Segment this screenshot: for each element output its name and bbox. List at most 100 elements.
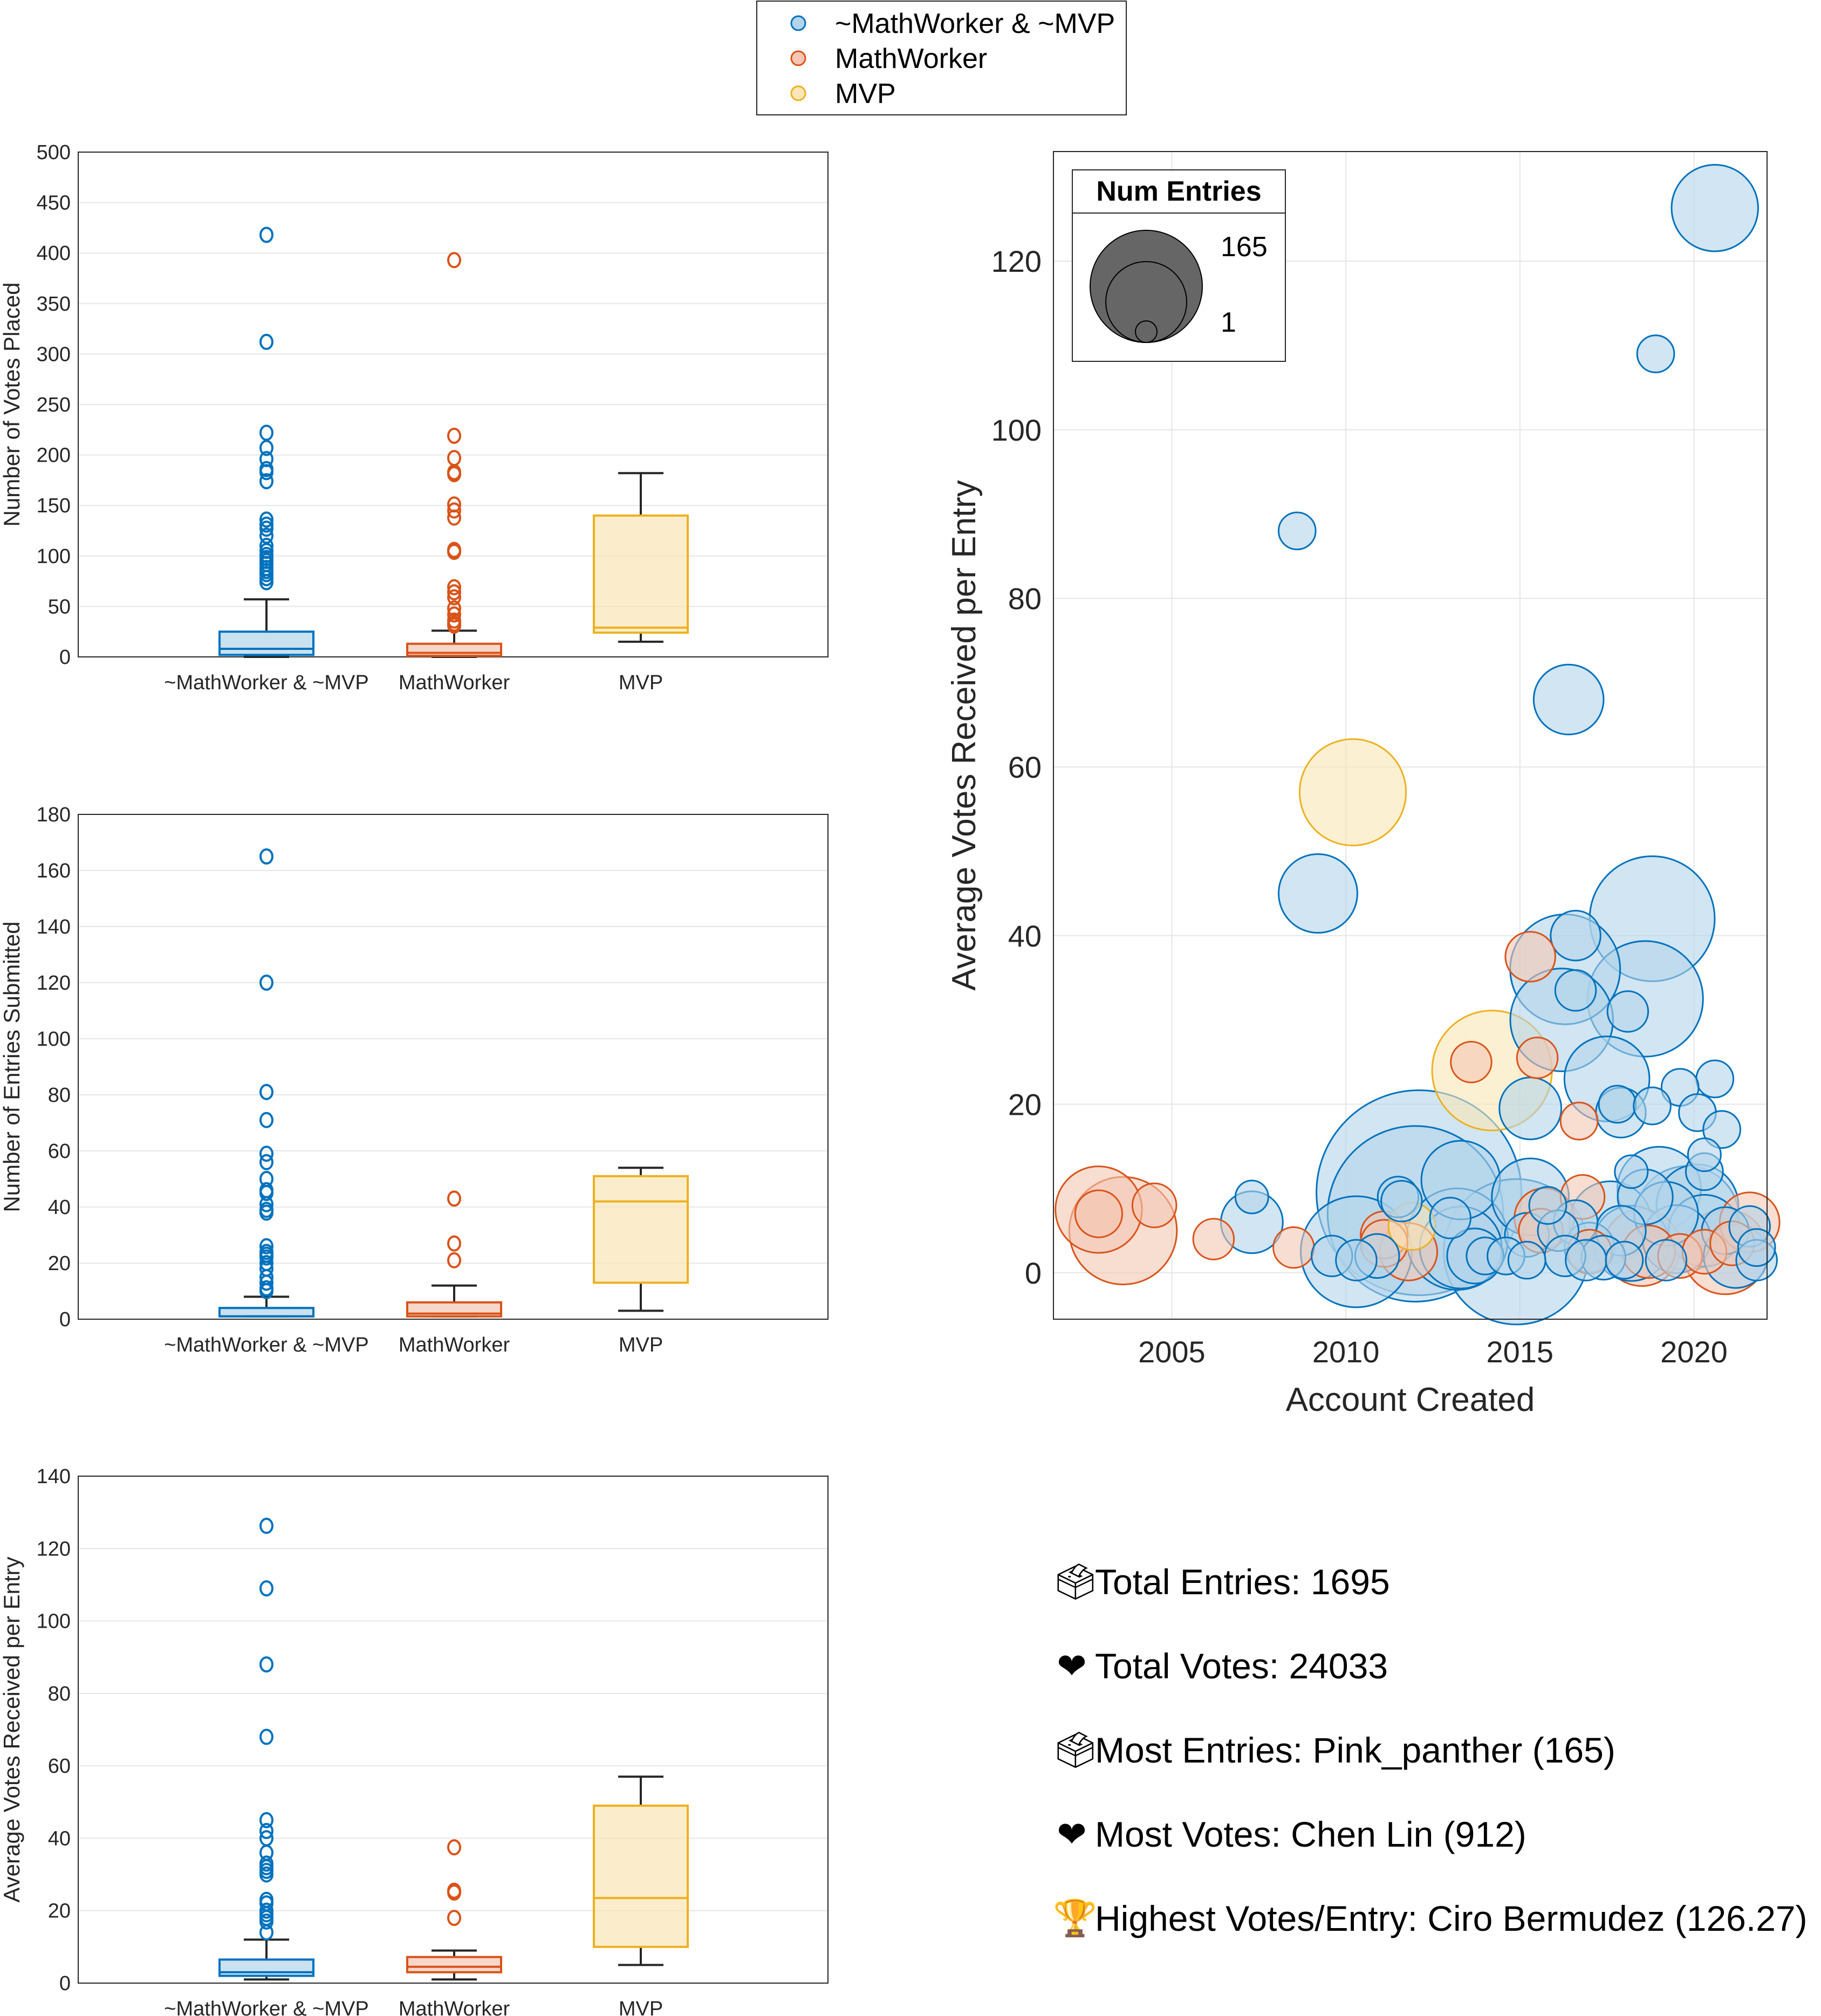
y-tick-label: 120 [37, 1538, 71, 1560]
outlier-point [259, 440, 273, 456]
legend-marker-neither [790, 15, 806, 31]
x-tick-label: MVP [619, 1998, 663, 2016]
bubble-chart: 2005 2010 2015 2020 0 20 40 60 80 100 120 Account C… [946, 151, 1781, 1418]
outlier-point [259, 1283, 273, 1299]
outlier-point [447, 1235, 461, 1252]
legend-label-mathworker: MathWorker [835, 43, 987, 74]
bubble-neither [1633, 1086, 1672, 1126]
bubble-neither [1554, 969, 1597, 1012]
bubble-neither [1234, 1180, 1269, 1215]
y-tick-label: 20 [48, 1900, 71, 1923]
outlier-point [447, 1252, 461, 1268]
bubble-neither [1671, 164, 1759, 252]
y-tick-label: 50 [48, 595, 71, 618]
bubble-neither [1335, 1239, 1378, 1281]
bubble-neither [1737, 1228, 1776, 1267]
y-axis-label: Number of Votes Placed [0, 283, 24, 527]
box-neither [218, 630, 314, 656]
outlier-point [259, 975, 273, 991]
ballot-box-icon: 🗳 [1053, 1730, 1098, 1770]
outlier-point [259, 1196, 273, 1212]
y-axis-label: Average Votes Received per Entry [946, 480, 983, 991]
outlier-point [259, 520, 273, 537]
y-tick-label: 100 [37, 1028, 71, 1051]
axes-frame [78, 1476, 829, 1984]
outlier-point [447, 600, 461, 617]
outlier-point [447, 252, 461, 269]
outlier-point [259, 464, 273, 481]
boxplot-avg-votes-per-entry: 0 20 40 60 80 100 120 140 Average Votes Received… [0, 1465, 829, 2016]
outlier-point [259, 473, 273, 490]
box-mathworker [406, 642, 502, 657]
y-tick-label: 80 [48, 1084, 71, 1107]
size-legend-title: Num Entries [1096, 176, 1261, 207]
outlier-point [259, 1656, 273, 1673]
bubble-neither [1277, 511, 1317, 551]
outlier-point [259, 1185, 273, 1201]
bubble-mathworker [1192, 1218, 1235, 1260]
bubble-mathworker [1450, 1040, 1493, 1084]
outlier-point [259, 333, 273, 350]
x-tick-label: ~MathWorker & ~MVP [164, 1334, 368, 1356]
y-tick-label: 150 [37, 495, 71, 517]
y-tick-label: 60 [48, 1140, 71, 1163]
y-tick-label: 450 [37, 192, 71, 215]
y-tick-label: 200 [37, 444, 71, 467]
x-tick-label: MathWorker [399, 1998, 510, 2016]
x-tick-label: MVP [619, 1334, 663, 1356]
y-tick-label: 140 [37, 1465, 71, 1488]
bubble-neither [1565, 1239, 1607, 1281]
stat-total-votes: ❤ Total Votes: 24033 [1053, 1624, 1808, 1708]
outlier-point [259, 1580, 273, 1597]
legend-marker-mathworker [790, 50, 806, 66]
y-axis-label: Number of Entries Submitted [0, 921, 24, 1212]
outlier-point [259, 527, 273, 544]
size-legend-bubble-min [1135, 320, 1158, 343]
stat-label: Total Votes: 24033 [1095, 1646, 1388, 1686]
group-legend-box [756, 1, 1127, 115]
bubble-neither [1528, 1186, 1567, 1225]
trophy-icon: 🏆 [1053, 1898, 1098, 1938]
outlier-point [447, 509, 461, 526]
outlier-point [259, 1924, 273, 1940]
x-tick-label: ~MathWorker & ~MVP [164, 1998, 368, 2016]
legend-marker-mvp [790, 85, 806, 101]
ballot-box-icon: 🗳 [1053, 1561, 1098, 1601]
bubble-mathworker [1559, 1101, 1599, 1141]
y-tick-label: 160 [37, 860, 71, 882]
outlier-point [259, 1274, 273, 1291]
outlier-point [259, 1238, 273, 1254]
heart-icon: ❤ [1057, 1814, 1087, 1854]
y-tick-label: 100 [37, 545, 71, 568]
y-tick-label: 100 [991, 413, 1042, 447]
outlier-point [259, 511, 273, 528]
bubble-neither [1507, 1240, 1546, 1280]
y-tick-label: 60 [48, 1755, 71, 1778]
outlier-point [259, 227, 273, 243]
y-tick-label: 0 [59, 1308, 71, 1331]
y-tick-label: 120 [37, 972, 71, 995]
legend-label-mvp: MVP [835, 78, 896, 109]
size-legend-min-label: 1 [1221, 307, 1236, 338]
axes-frame [78, 814, 829, 1320]
x-tick-label: ~MathWorker & ~MVP [164, 671, 368, 694]
y-tick-label: 350 [37, 293, 71, 316]
bubble-neither [1687, 1137, 1722, 1172]
stat-total-entries: 🗳 Total Entries: 1695 [1053, 1540, 1808, 1624]
bubble-mathworker [1074, 1189, 1124, 1238]
stat-label: Most Entries: Pink_panther (165) [1095, 1730, 1615, 1770]
y-axis-label: Average Votes Received per Entry [0, 1556, 24, 1902]
box-neither [218, 1307, 314, 1318]
y-tick-label: 40 [48, 1196, 71, 1219]
y-tick-label: 60 [1008, 750, 1042, 784]
y-tick-label: 40 [1008, 919, 1042, 953]
outlier-point [447, 1884, 461, 1901]
box-mvp [593, 1805, 689, 1948]
y-tick-label: 40 [48, 1827, 71, 1850]
y-tick-label: 100 [37, 1610, 71, 1633]
y-tick-label: 120 [991, 244, 1042, 278]
outlier-point [259, 1146, 273, 1162]
x-tick-label: MathWorker [399, 671, 510, 694]
bubble-mathworker [1272, 1226, 1315, 1269]
outlier-point [259, 1154, 273, 1170]
